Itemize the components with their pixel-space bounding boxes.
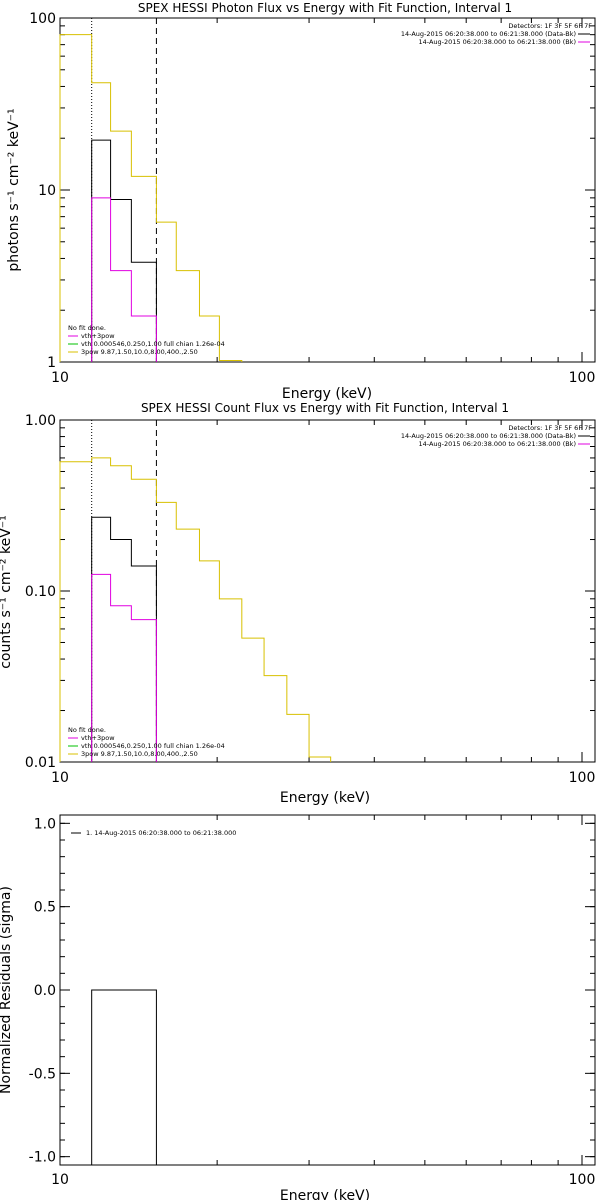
residuals-x-axis-label: Energy (keV): [280, 1188, 370, 1200]
residuals-y-tick-label: 1.0: [34, 816, 56, 832]
count-flux-title: SPEX HESSI Count Flux vs Energy with Fit…: [141, 401, 509, 415]
photon-flux-legend-databk: 14-Aug-2015 06:20:38.000 to 06:21:38.000…: [401, 30, 576, 38]
count-flux-x-ticks: [216, 420, 583, 762]
residuals-x-tick-label-10: 10: [51, 1172, 69, 1188]
count-flux-reference-lines: [91, 420, 157, 762]
photon-flux-y-ticks: 1 10 100: [29, 11, 595, 371]
photon-flux-reference-lines: [91, 18, 157, 362]
residuals-y-axis-label: Normalized Residuals (sigma): [0, 886, 14, 1094]
count-flux-y-tick-label: 1.00: [25, 413, 56, 429]
photon-flux-detectors: Detectors: 1F 3F 5F 6F 7F: [508, 22, 592, 30]
residuals-x-tick-label-100: 100: [569, 1172, 596, 1188]
count-flux-fit-legend-2: vth 0.000546,0.250,1.00 full chian 1.26e…: [81, 742, 225, 750]
count-flux-plot-frame: [59, 419, 596, 763]
count-flux-step-series-0: [91, 516, 157, 762]
residuals-y-tick-label: -1.0: [29, 1150, 56, 1166]
count-flux-detectors: Detectors: 1F 3F 5F 6F 7F: [508, 424, 592, 432]
count-flux-fit-legend-3: 3pow 9.87,1.50,10.0,8.00,400.,2.50: [81, 750, 198, 758]
photon-flux-fit-legend-1: vth+3pow: [81, 332, 115, 340]
residuals-y-tick-label: -0.5: [29, 1066, 56, 1082]
photon-flux-panel: SPEX HESSI Photon Flux vs Energy with Fi…: [6, 1, 596, 402]
count-flux-x-tick-label-100: 100: [569, 770, 596, 786]
photon-flux-step-series-1: [91, 197, 157, 362]
photon-flux-title: SPEX HESSI Photon Flux vs Energy with Fi…: [138, 1, 512, 15]
residuals-panel: -1.0 -0.5 0.0 0.5 1.0 10 100 Energy (keV) No…: [0, 814, 596, 1200]
photon-flux-x-tick-label-100: 100: [569, 370, 596, 386]
count-flux-x-tick-label-10: 10: [51, 770, 69, 786]
residuals-x-ticks: [216, 815, 583, 1165]
photon-flux-series: [59, 34, 243, 362]
residuals-y-ticks: -1.0 -0.5 0.0 0.5 1.0: [29, 816, 595, 1166]
count-flux-y-tick-label: 0.10: [25, 584, 56, 600]
photon-flux-y-tick-label: 10: [38, 183, 56, 199]
count-flux-panel: SPEX HESSI Count Flux vs Energy with Fit…: [0, 401, 596, 806]
residuals-y-tick-label: 0.0: [34, 983, 56, 999]
count-flux-y-ticks: 0.01 0.10 1.00: [25, 413, 595, 771]
count-flux-fit-status: No fit done.: [68, 726, 106, 734]
photon-flux-legend-bk: 14-Aug-2015 06:20:38.000 to 06:21:38.000…: [419, 38, 576, 46]
residuals-series: [91, 989, 157, 1165]
count-flux-fit-legend-1: vth+3pow: [81, 734, 115, 742]
count-flux-x-axis-label: Energy (keV): [280, 790, 370, 806]
photon-flux-y-tick-label: 1: [47, 355, 56, 371]
photon-flux-step-series-2: [59, 34, 243, 362]
photon-flux-x-axis-label: Energy (keV): [282, 386, 372, 402]
photon-flux-plot-frame: [59, 17, 596, 363]
photon-flux-x-tick-label-10: 10: [51, 370, 69, 386]
photon-flux-step-series-0: [91, 139, 157, 362]
count-flux-step-series-2: [59, 457, 332, 762]
residuals-legend: 1. 14-Aug-2015 06:20:38.000 to 06:21:38.…: [86, 829, 236, 837]
count-flux-legend-databk: 14-Aug-2015 06:20:38.000 to 06:21:38.000…: [401, 432, 576, 440]
photon-flux-y-tick-label: 100: [29, 11, 56, 27]
photon-flux-fit-status: No fit done.: [68, 324, 106, 332]
photon-flux-fit-legend-3: 3pow 9.87,1.50,10.0,8.00,400.,2.50: [81, 348, 198, 356]
photon-flux-fit-legend-2: vth 0.000546,0.250,1.00 full chian 1.26e…: [81, 340, 225, 348]
count-flux-legend-bk: 14-Aug-2015 06:20:38.000 to 06:21:38.000…: [419, 440, 576, 448]
count-flux-y-tick-label: 0.01: [25, 755, 56, 771]
count-flux-step-series-1: [91, 573, 157, 762]
photon-flux-x-ticks: [216, 18, 583, 362]
count-flux-y-axis-label: counts s⁻¹ cm⁻² keV⁻¹: [0, 515, 14, 669]
count-flux-series: [59, 457, 332, 762]
photon-flux-y-axis-label: photons s⁻¹ cm⁻² keV⁻¹: [6, 108, 22, 271]
residuals-step-series-0: [91, 989, 157, 1165]
residuals-y-tick-label: 0.5: [34, 900, 56, 916]
